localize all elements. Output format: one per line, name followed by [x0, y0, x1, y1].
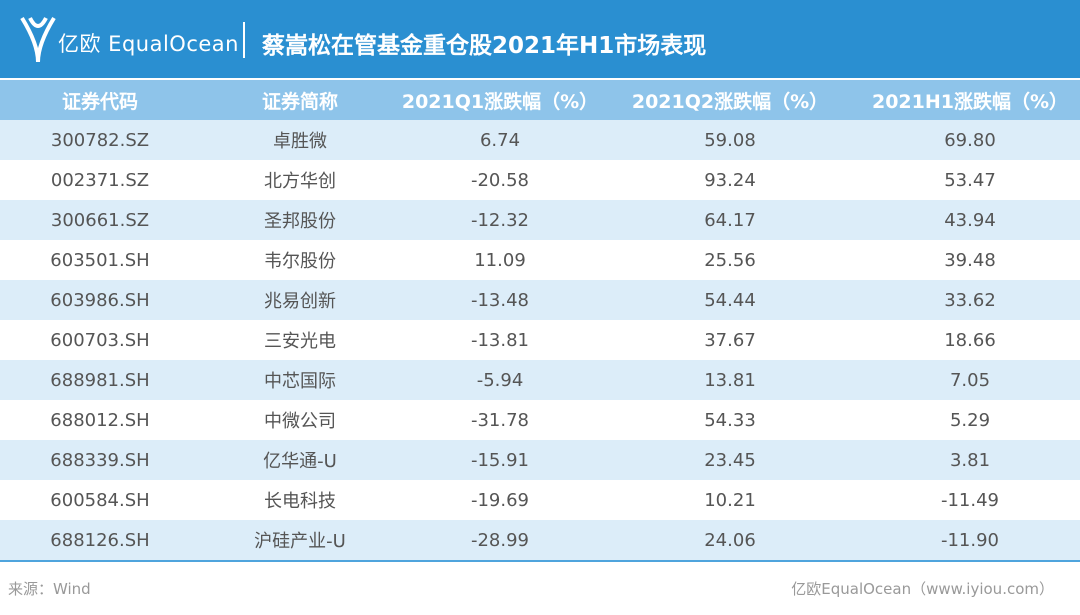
table-cell: 韦尔股份 [264, 251, 336, 272]
table-cell: 圣邦股份 [200, 200, 400, 240]
table-cell: -15.91 [400, 440, 600, 480]
table-cell: 300661.SZ [0, 200, 200, 240]
header-row: 证券代码 证券简称 2021Q1涨跌幅（%） 2021Q2涨跌幅（%） 2021H1涨跌… [0, 80, 1080, 120]
table-row: 600584.SH 长电科技 -19.69 10.21 -11.49 [0, 480, 1080, 520]
table-row: 300661.SZ 圣邦股份 -12.32 64.17 43.94 [0, 200, 1080, 240]
table-cell: 3.81 [860, 440, 1080, 480]
table-row: 603986.SH 兆易创新 -13.48 54.44 33.62 [0, 280, 1080, 320]
table-row: 688126.SH 沪硅产业-U -28.99 24.06 -11.90 [0, 520, 1080, 562]
table-cell: 603501.SH [50, 249, 150, 271]
column-header: 证券代码 [0, 80, 200, 120]
table-cell: -11.90 [860, 520, 1080, 562]
data-table: 证券代码 证券简称 2021Q1涨跌幅（%） 2021Q2涨跌幅（%） 2021H1涨跌… [0, 80, 1080, 562]
table-cell: -12.32 [400, 200, 600, 240]
table-cell: 卓胜微 [200, 120, 400, 160]
table-cell: 54.44 [600, 280, 860, 320]
source: 来源：Wind [8, 580, 91, 598]
column-header: 2021H1涨跌幅（%） [860, 80, 1080, 120]
table-cell: 688339.SH [0, 440, 200, 480]
table-cell: 64.17 [600, 200, 860, 240]
credit: 亿欧EqualOcean（www.iyiou.com） [791, 580, 1054, 598]
column-header: 2021Q2涨跌幅（%） [600, 80, 860, 120]
table-cell: -5.94 [400, 360, 600, 400]
table-cell: 长电科技 [264, 491, 336, 512]
table-cell: 24.06 [600, 520, 860, 562]
table-cell: 7.05 [860, 360, 1080, 400]
separator [243, 22, 245, 58]
table-cell: -19.69 [470, 489, 530, 511]
header-bar: 亿欧 EqualOcean 蔡嵩松在管基金重仓股2021年H1市场表现 [0, 0, 1080, 78]
table-row: 300782.SZ 卓胜微 6.74 59.08 69.80 [0, 120, 1080, 160]
table-cell: 39.48 [944, 249, 996, 271]
table-cell: 688981.SH [0, 360, 200, 400]
table-row: 603501.SH 韦尔股份 11.09 25.56 39.48 [0, 240, 1080, 280]
table-cell: -31.78 [470, 409, 530, 431]
table-cell: -13.48 [400, 280, 600, 320]
table-cell: 25.56 [704, 249, 756, 271]
table-cell: 600584.SH [50, 489, 150, 511]
table-row: 600703.SH 三安光电 -13.81 37.67 18.66 [0, 320, 1080, 360]
table-cell: 688126.SH [0, 520, 200, 562]
column-header: 2021Q1涨跌幅（%） [400, 80, 600, 120]
table-cell: 北方华创 [264, 171, 336, 192]
table-row: 688339.SH 亿华通-U -15.91 23.45 3.81 [0, 440, 1080, 480]
table-cell: 37.67 [704, 329, 756, 351]
table-cell: 18.66 [944, 329, 996, 351]
table-cell: 300782.SZ [0, 120, 200, 160]
table-cell: 33.62 [860, 280, 1080, 320]
table-row: 688012.SH 中微公司 -31.78 54.33 5.29 [0, 400, 1080, 440]
column-header: 证券简称 [200, 80, 400, 120]
table-cell: 中微公司 [264, 411, 336, 432]
table-row: 688981.SH 中芯国际 -5.94 13.81 7.05 [0, 360, 1080, 400]
table-cell: 6.74 [400, 120, 600, 160]
logo-icon [20, 16, 56, 63]
table-cell: -13.81 [470, 329, 530, 351]
table-cell: 5.29 [949, 409, 991, 431]
title: 蔡嵩松在管基金重仓股2021年H1市场表现 [262, 33, 707, 59]
table-cell: 53.47 [944, 169, 996, 191]
table-row: 002371.SZ 北方华创 -20.58 93.24 53.47 [0, 160, 1080, 200]
table-cell: -28.99 [400, 520, 600, 562]
table-cell: 沪硅产业-U [200, 520, 400, 562]
table-cell: -20.58 [470, 169, 530, 191]
table-cell: 688012.SH [50, 409, 150, 431]
table-cell: 13.81 [600, 360, 860, 400]
table-cell: 23.45 [600, 440, 860, 480]
table-cell: 93.24 [704, 169, 756, 191]
table-cell: 002371.SZ [50, 169, 150, 191]
table-cell: 59.08 [600, 120, 860, 160]
table-cell: 603986.SH [0, 280, 200, 320]
table-cell: 69.80 [860, 120, 1080, 160]
table-cell: 中芯国际 [200, 360, 400, 400]
table-cell: 兆易创新 [200, 280, 400, 320]
table-cell: 11.09 [474, 249, 526, 271]
table-cell: 10.21 [704, 489, 756, 511]
table-cell: 三安光电 [264, 331, 336, 352]
table-cell: 600703.SH [50, 329, 150, 351]
logo-text: 亿欧 EqualOcean [58, 32, 239, 56]
table-cell: -11.49 [940, 489, 1000, 511]
table-cell: 43.94 [860, 200, 1080, 240]
table-cell: 54.33 [704, 409, 756, 431]
table-cell: 亿华通-U [200, 440, 400, 480]
